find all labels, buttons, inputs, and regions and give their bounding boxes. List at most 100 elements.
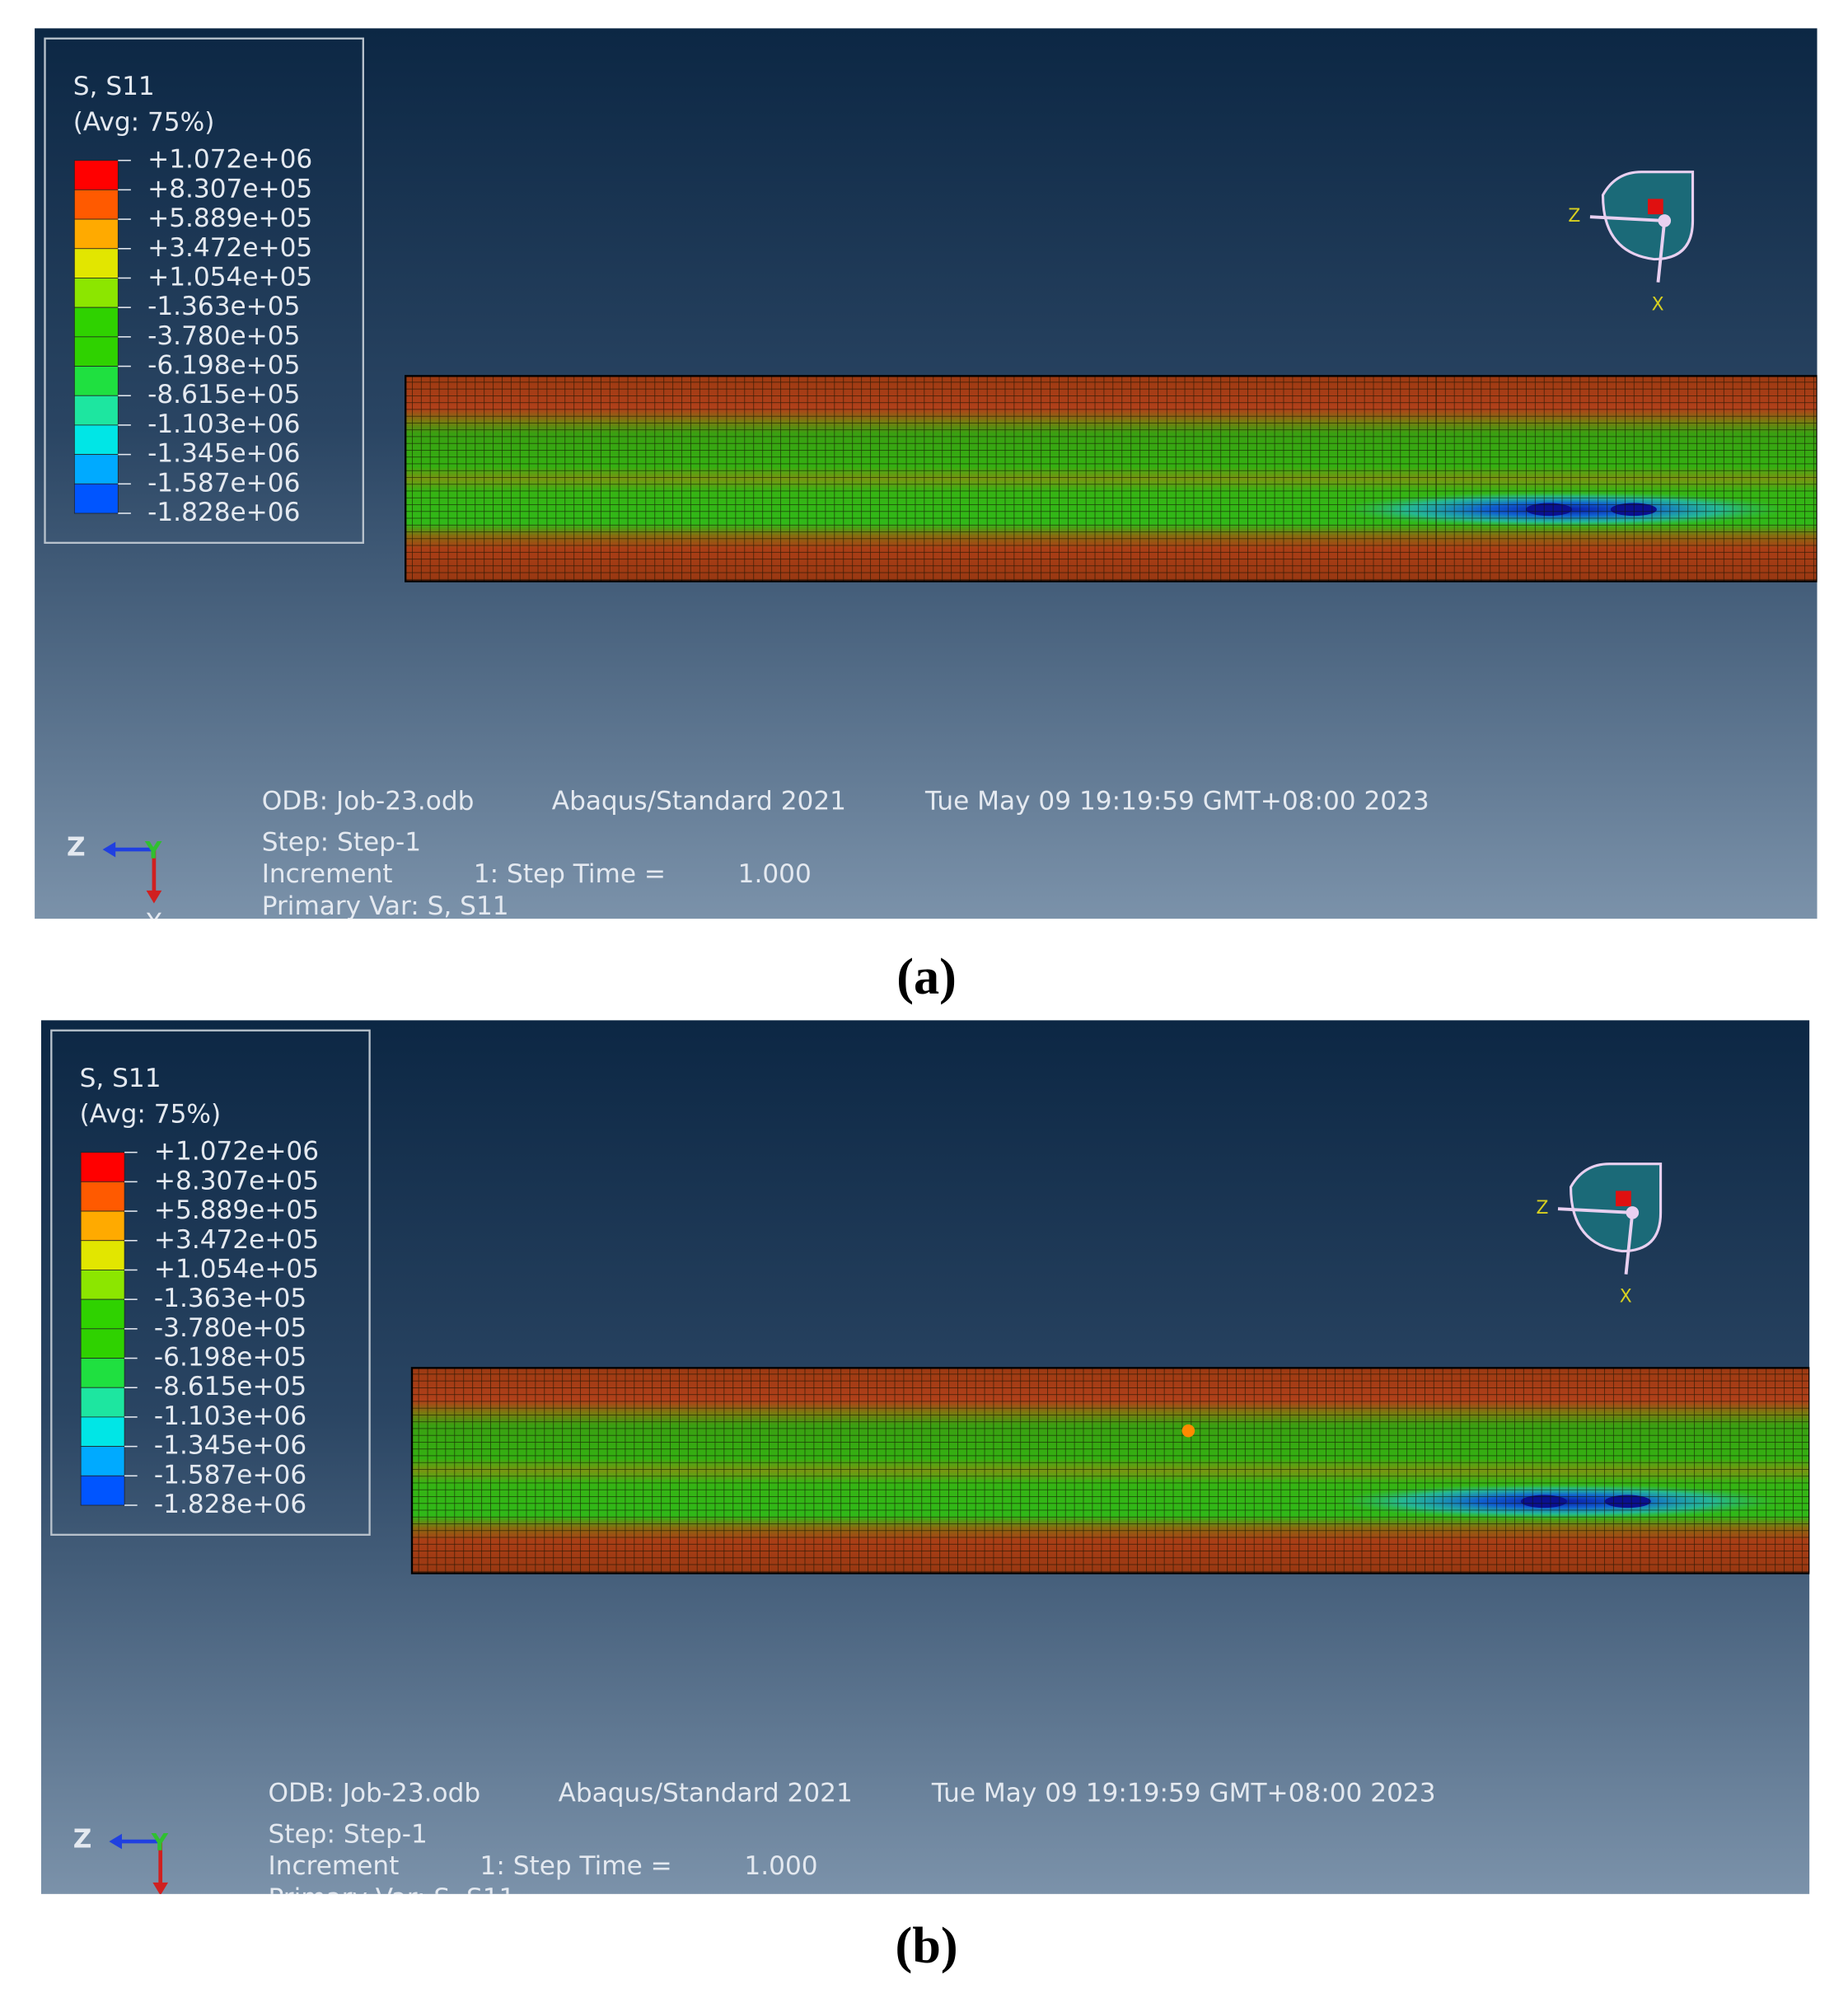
beam-mesh [412, 1368, 1810, 1574]
step-time: 1: Step Time = [480, 1851, 672, 1881]
step: Step: Step-1 [262, 827, 421, 857]
view-point [1616, 1191, 1631, 1207]
view-cube [1569, 1163, 1663, 1253]
legend-label: -1.363e+05 [147, 292, 300, 321]
legend-swatch [73, 160, 119, 190]
view-z-label: Z [1536, 1198, 1548, 1219]
legend-swatch [73, 248, 119, 278]
view-origin [1658, 214, 1672, 227]
legend-title: S, S11 [80, 1064, 161, 1093]
step: Step: Step-1 [269, 1819, 428, 1849]
legend-label: +3.472e+05 [154, 1225, 319, 1255]
viewport-panel: S, S11 (Avg: 75%) +1.072e+06+8.307e+05+5.8… [35, 28, 1818, 938]
primary-var: Primary Var: S, S11 [269, 1883, 516, 1913]
triad-x-head [146, 890, 162, 904]
legend-box [50, 1029, 371, 1536]
legend-label: -6.198e+05 [154, 1343, 306, 1373]
legend-swatch [80, 1475, 125, 1506]
legend-label: -1.363e+05 [154, 1284, 306, 1313]
legend-label: +1.072e+06 [154, 1137, 319, 1167]
legend-swatch [73, 189, 119, 220]
legend-label: -8.615e+05 [147, 380, 300, 409]
legend-swatch [73, 218, 119, 250]
view-axis [1624, 1212, 1635, 1275]
triad-x-label: X [145, 908, 162, 938]
legend-title: S, S11 [73, 72, 155, 101]
odb-name: ODB: Job-23.odb [269, 1778, 481, 1808]
legend-label: -1.828e+06 [147, 498, 300, 527]
legend-label: +8.307e+05 [147, 174, 312, 204]
legend-swatch [73, 306, 119, 338]
view-point [1648, 199, 1663, 215]
legend-swatch [80, 1240, 125, 1270]
timestamp: Tue May 09 19:19:59 GMT+08:00 2023 [931, 1778, 1436, 1808]
legend-label: -1.828e+06 [154, 1490, 306, 1519]
probe-point [1181, 1424, 1195, 1438]
legend-label: -1.103e+06 [147, 409, 300, 439]
legend-box [44, 37, 364, 545]
beam-outline [405, 375, 1818, 582]
caption: (a) [896, 948, 957, 1005]
step-time: 1: Step Time = [474, 859, 666, 889]
increment: Increment [262, 859, 393, 889]
legend-label: +8.307e+05 [154, 1166, 319, 1195]
viewport-panel: S, S11 (Avg: 75%) +1.072e+06+8.307e+05+5.8… [40, 1020, 1810, 1913]
triad-x-head [152, 1882, 169, 1894]
legend-swatch [80, 1298, 125, 1330]
legend-swatch [80, 1270, 125, 1300]
legend-label: +1.072e+06 [147, 145, 312, 175]
solver: Abaqus/Standard 2021 [552, 786, 846, 816]
time-value: 1.000 [744, 1851, 817, 1881]
legend-label: +5.889e+05 [154, 1195, 319, 1225]
triad-z-label: Z [73, 1825, 92, 1855]
timestamp: Tue May 09 19:19:59 GMT+08:00 2023 [924, 786, 1429, 816]
legend-label: -1.587e+06 [147, 468, 300, 498]
legend-label: -3.780e+05 [147, 321, 300, 351]
legend-swatch [73, 336, 119, 367]
legend-label: -1.345e+06 [154, 1431, 306, 1461]
triad-y-label: Y [144, 837, 162, 864]
beam-mesh [405, 376, 1818, 582]
triad-z-head [102, 841, 116, 858]
legend-swatch [80, 1416, 125, 1448]
legend-swatch [80, 1387, 125, 1418]
legend-label: +5.889e+05 [147, 204, 312, 233]
solver: Abaqus/Standard 2021 [559, 1778, 853, 1808]
view-x-label: X [1652, 295, 1664, 316]
legend-swatch [73, 395, 119, 426]
legend-label: -3.780e+05 [154, 1313, 306, 1343]
legend-label: +3.472e+05 [147, 233, 312, 263]
time-value: 1.000 [738, 859, 812, 889]
increment: Increment [269, 1851, 400, 1881]
legend-label: -1.345e+06 [147, 439, 300, 469]
legend-swatch [73, 424, 119, 456]
legend-subtitle: (Avg: 75%) [80, 1100, 222, 1130]
legend-swatch [80, 1152, 125, 1182]
legend-label: -8.615e+05 [154, 1372, 306, 1401]
view-x-label: X [1620, 1287, 1632, 1308]
legend-label: -1.587e+06 [154, 1460, 306, 1490]
caption: (b) [896, 1917, 958, 1974]
triad-z-head [109, 1833, 122, 1850]
view-axis [1557, 1207, 1633, 1214]
beam-outline [410, 1367, 1810, 1574]
legend-swatch [80, 1210, 125, 1242]
legend-swatch [80, 1446, 125, 1476]
odb-name: ODB: Job-23.odb [262, 786, 475, 816]
legend-swatch [80, 1358, 125, 1388]
legend-label: -1.103e+06 [154, 1401, 306, 1431]
triad-z-label: Z [67, 833, 86, 863]
legend-swatch [73, 366, 119, 396]
legend-swatch [80, 1181, 125, 1212]
primary-var: Primary Var: S, S11 [262, 891, 509, 921]
legend-label: +1.054e+05 [154, 1254, 319, 1284]
view-axis [1589, 215, 1665, 222]
triad-y-label: Y [151, 1829, 169, 1856]
view-origin [1626, 1206, 1640, 1219]
legend-swatch [73, 454, 119, 484]
legend-label: -6.198e+05 [147, 351, 300, 381]
legend-swatch [73, 278, 119, 308]
view-cube [1601, 171, 1695, 261]
view-z-label: Z [1568, 206, 1580, 227]
legend-swatch [80, 1328, 125, 1359]
